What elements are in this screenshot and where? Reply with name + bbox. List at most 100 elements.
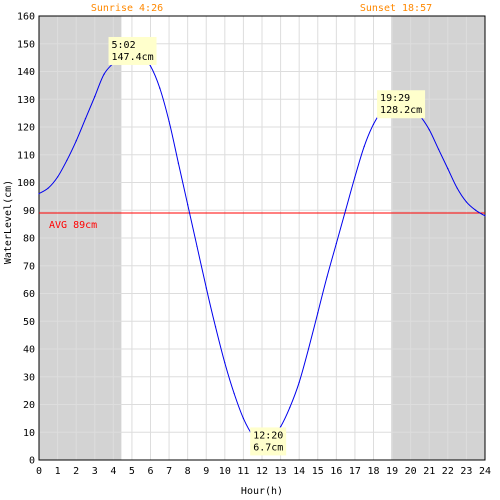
tide-data-point [187, 204, 189, 206]
x-tick-label: 11 [237, 466, 249, 477]
sunrise-label: Sunrise 4:26 [91, 3, 163, 14]
tide-data-point [196, 245, 198, 247]
y-axis: 0 10 20 30 40 50 60 70 80 90 100 110 120 130 140 150 160 [17, 12, 35, 467]
y-tick-label: 60 [23, 289, 35, 300]
tide-data-point [475, 209, 477, 211]
y-tick-label: 70 [23, 261, 35, 272]
tide-data-point [94, 95, 96, 98]
y-tick-label: 80 [23, 234, 35, 245]
callout-level: 6.7cm [253, 442, 283, 453]
x-tick-label: 1 [55, 466, 61, 477]
tide-data-point [363, 145, 365, 148]
callout-level: 128.2cm [380, 105, 422, 116]
tide-data-point [56, 176, 59, 178]
y-tick-label: 160 [17, 12, 35, 23]
callout-time: 12:20 [253, 430, 283, 441]
x-tick-label: 3 [92, 466, 98, 477]
tide-data-point [345, 209, 347, 211]
x-tick-label: 24 [479, 466, 491, 477]
tide-data-point [289, 406, 291, 408]
y-tick-label: 50 [23, 317, 35, 328]
y-tick-label: 20 [23, 400, 35, 411]
x-tick-label: 8 [185, 466, 191, 477]
callout-box [377, 90, 426, 119]
tide-data-point [224, 362, 226, 364]
x-tick-label: 9 [203, 466, 209, 477]
tide-data-point [205, 287, 207, 289]
x-tick-label: 23 [460, 466, 472, 477]
y-tick-label: 0 [29, 456, 35, 467]
x-tick-label: 21 [423, 466, 435, 477]
y-tick-label: 120 [17, 123, 35, 134]
x-tick-label: 10 [219, 466, 231, 477]
x-tick-label: 4 [110, 466, 116, 477]
callout-time: 5:02 [112, 40, 136, 51]
average-label: AVG 89cm [49, 220, 97, 231]
callout-1: 12:206.7cm [250, 427, 287, 456]
tide-data-point [307, 348, 310, 350]
callout-level: 147.4cm [112, 52, 154, 63]
x-tick-label: 18 [367, 466, 379, 477]
x-tick-label: 2 [73, 466, 79, 477]
tide-data-point [437, 148, 440, 150]
y-tick-label: 140 [17, 67, 35, 78]
x-tick-label: 17 [349, 466, 361, 477]
tide-data-point [75, 140, 77, 142]
tide-data-point [66, 159, 68, 161]
x-tick-label: 0 [36, 466, 42, 477]
y-tick-label: 90 [23, 206, 35, 217]
callout-box [250, 427, 287, 456]
y-tick-label: 110 [17, 150, 35, 161]
tide-data-point [149, 65, 152, 67]
tide-data-point [159, 87, 161, 89]
x-tick-label: 6 [147, 466, 153, 477]
x-axis-title: Hour(h) [241, 486, 283, 497]
tide-data-point [465, 201, 468, 203]
y-tick-label: 130 [17, 95, 35, 106]
x-tick-label: 13 [275, 466, 287, 477]
tide-data-point [84, 118, 87, 120]
x-tick-label: 5 [129, 466, 135, 477]
tide-data-point [298, 381, 300, 383]
y-axis-title: WaterLevel(cm) [3, 180, 14, 264]
y-tick-label: 10 [23, 428, 35, 439]
y-tick-label: 40 [23, 345, 35, 356]
tide-data-point [372, 123, 375, 125]
tide-data-point [233, 392, 235, 394]
grid [38, 15, 486, 461]
tide-data-point [354, 176, 356, 178]
tide-data-point [326, 276, 328, 278]
x-tick-label: 16 [330, 466, 342, 477]
tide-data-point [335, 242, 337, 245]
tide-data-point [447, 168, 449, 170]
x-tick-label: 7 [166, 466, 172, 477]
y-tick-label: 100 [17, 178, 35, 189]
x-tick-label: 15 [312, 466, 324, 477]
tide-data-point [103, 73, 105, 75]
tide-data-point [177, 162, 179, 164]
x-tick-label: 19 [386, 466, 398, 477]
tide-data-point [47, 187, 49, 189]
tide-data-point [317, 312, 319, 314]
tide-data-point [456, 187, 458, 189]
plot-frame [38, 15, 486, 461]
y-tick-label: 30 [23, 372, 35, 383]
tide-data-point [242, 417, 245, 419]
x-tick-label: 12 [256, 466, 268, 477]
x-tick-label: 22 [442, 466, 454, 477]
x-tick-label: 20 [405, 466, 417, 477]
x-axis: 0 1 2 3 4 5 6 7 8 9 10 11 12 13 14 15 16 17 18 19 20 21 22 23 24 [36, 466, 491, 477]
tide-data-point [484, 215, 486, 217]
sunset-label: Sunset 18:57 [360, 3, 432, 14]
callout-box [108, 36, 157, 65]
callout-time: 19:29 [380, 93, 410, 104]
tide-data-point [214, 326, 217, 328]
tide-data-point [168, 120, 170, 123]
tide-data-point [38, 193, 40, 195]
x-tick-label: 14 [293, 466, 305, 477]
tide-data-point [279, 426, 282, 428]
